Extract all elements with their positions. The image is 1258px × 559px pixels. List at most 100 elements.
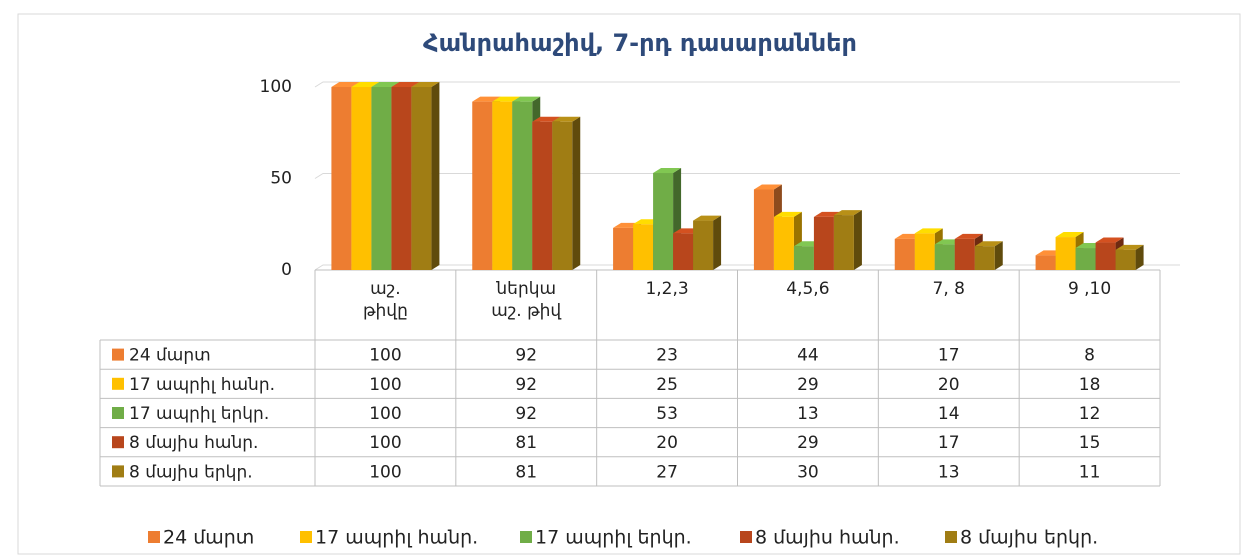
legend-key: [520, 531, 532, 543]
bar: [673, 233, 694, 270]
table-value: 81: [515, 462, 537, 482]
x-tick-label: 7, 8: [932, 279, 965, 299]
bar-side: [994, 241, 1003, 270]
legend-label: 8 մայիս երկր.: [960, 527, 1098, 549]
bar: [472, 101, 493, 270]
table-value: 92: [515, 404, 537, 424]
bar: [391, 87, 412, 270]
bar: [351, 87, 372, 270]
table-value: 92: [515, 346, 537, 366]
table-value: 92: [515, 375, 537, 395]
table-legend-key: [112, 465, 124, 478]
table-value: 25: [656, 375, 678, 395]
table-value: 8: [1084, 346, 1095, 366]
table-value: 29: [797, 433, 819, 453]
bar: [974, 246, 995, 270]
table-value: 12: [1079, 404, 1101, 424]
x-tick-label: 9 ,10: [1067, 279, 1112, 299]
bar-side: [1135, 244, 1144, 270]
x-tick-label: ներկա աշ. թիվ: [491, 279, 562, 321]
table-row-label: 17 ապրիլ հանր.: [129, 375, 275, 395]
table-value: 17: [938, 433, 960, 453]
legend-label: 24 մարտ: [163, 527, 254, 549]
bar-top: [351, 82, 380, 87]
bar: [914, 233, 935, 270]
bar: [512, 101, 533, 270]
bar: [633, 224, 654, 270]
chart-title: Հանրահաշիվ, 7-րդ դասարաններ: [423, 29, 857, 57]
legend-key: [740, 531, 752, 543]
bar: [411, 87, 432, 270]
x-tick-label-box: 4,5,6: [786, 279, 829, 299]
table-value: 15: [1079, 433, 1101, 453]
bar-top: [773, 211, 802, 217]
x-tick-label-box: աշ. թիվը: [362, 279, 408, 321]
table-value: 100: [369, 462, 401, 482]
x-tick-label: աշ. թիվը: [362, 279, 408, 321]
bar: [492, 101, 513, 270]
grid-line: [314, 264, 1180, 271]
table-row-label: 8 մայիս հանր.: [129, 433, 258, 453]
legend-label: 8 մայիս հանր.: [755, 527, 900, 549]
table-value: 100: [369, 375, 401, 395]
bar: [532, 121, 553, 271]
table-legend-key: [112, 436, 124, 449]
bar: [331, 87, 352, 270]
y-tick-label: 100: [260, 77, 292, 97]
bar: [1035, 255, 1056, 270]
y-tick-label: 0: [281, 260, 292, 280]
bar-side: [572, 116, 581, 271]
bar: [552, 121, 573, 271]
bar: [934, 244, 955, 270]
bar: [833, 215, 854, 270]
bar-top: [974, 241, 1003, 247]
bar: [693, 220, 714, 270]
table-value: 44: [797, 346, 819, 366]
legend-key: [148, 531, 160, 543]
legend-label: 17 ապրիլ հանր.: [315, 527, 478, 549]
bar: [954, 238, 975, 270]
bar-top: [693, 215, 722, 221]
bar: [653, 173, 674, 270]
bar-side: [713, 215, 722, 270]
bar: [371, 87, 392, 270]
table-value: 20: [656, 433, 678, 453]
bar-top: [411, 82, 440, 87]
bar-top: [492, 96, 521, 102]
bar: [1055, 237, 1076, 270]
table-value: 23: [656, 346, 678, 366]
bar: [1075, 248, 1096, 270]
table-legend-key: [112, 407, 124, 419]
legend-label: 17 ապրիլ երկր.: [535, 527, 692, 549]
table-row-label: 17 ապրիլ երկր.: [129, 404, 269, 424]
table-value: 30: [797, 462, 819, 482]
chart-frame: [17, 13, 1241, 555]
bar-top: [512, 96, 541, 102]
bar: [613, 227, 634, 270]
table-value: 29: [797, 375, 819, 395]
table-value: 53: [656, 404, 678, 424]
x-tick-label-box: 9 ,10: [1067, 279, 1112, 299]
bar-top: [532, 116, 561, 122]
bar-top: [653, 168, 682, 174]
bar-side: [431, 82, 440, 270]
bar-top: [472, 96, 501, 102]
bar: [1095, 242, 1116, 270]
bar: [753, 189, 774, 270]
bar: [894, 238, 915, 270]
table-legend-key: [112, 348, 124, 361]
table-legend-key: [112, 377, 124, 390]
bar: [773, 216, 794, 270]
x-tick-label-box: 1,2,3: [645, 279, 688, 299]
x-tick-label-box: 7, 8: [932, 279, 965, 299]
bar-top: [391, 82, 420, 87]
bar-top: [914, 228, 943, 234]
bar: [793, 246, 814, 270]
grid-line: [314, 81, 1180, 88]
table-value: 27: [656, 462, 678, 482]
x-tick-label-box: ներկա աշ. թիվ: [491, 279, 562, 321]
legend-key: [945, 531, 957, 543]
table-value: 81: [515, 433, 537, 453]
bar-top: [954, 233, 983, 239]
